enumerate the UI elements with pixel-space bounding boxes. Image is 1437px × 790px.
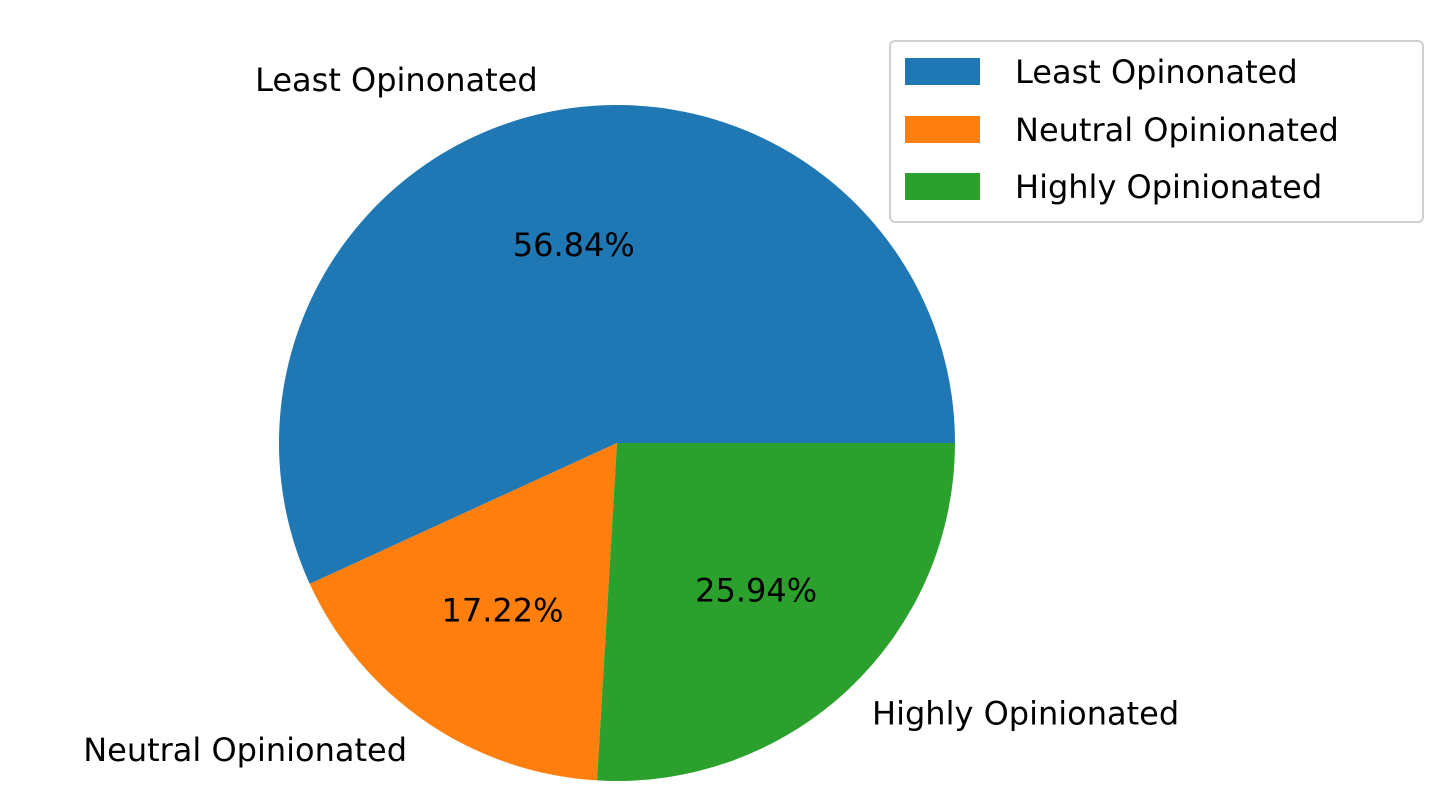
pie-slice-1 <box>309 443 617 781</box>
legend-label-2: Highly Opinionated <box>1015 168 1322 206</box>
slice-pct-2: 25.94% <box>695 572 817 610</box>
slice-pct-1: 17.22% <box>441 591 563 629</box>
pie-slice-2 <box>597 443 955 781</box>
legend-label-1: Neutral Opinionated <box>1015 111 1339 149</box>
pie-slice-0 <box>279 105 955 584</box>
slice-label-2: Highly Opinionated <box>872 695 1179 733</box>
legend-patch-2 <box>905 173 980 200</box>
slice-label-1: Neutral Opinionated <box>83 731 407 769</box>
legend-patch-1 <box>905 116 980 143</box>
legend: Least Opinonated Neutral Opinionated Hig… <box>889 40 1424 223</box>
legend-label-0: Least Opinonated <box>1015 53 1298 91</box>
pie-slices <box>279 105 955 781</box>
slice-pct-0: 56.84% <box>513 226 635 264</box>
legend-frame <box>889 40 1424 223</box>
legend-patch-0 <box>905 58 980 85</box>
pie-labels: Least Opinonated Neutral Opinionated Hig… <box>83 61 1179 769</box>
slice-label-0: Least Opinonated <box>255 61 538 99</box>
